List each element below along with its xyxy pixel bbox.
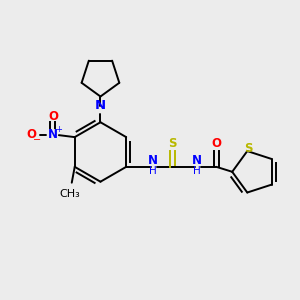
- Text: O: O: [212, 136, 221, 150]
- Text: O: O: [26, 128, 36, 141]
- Text: S: S: [244, 142, 253, 154]
- Text: H: H: [193, 166, 200, 176]
- Text: N: N: [148, 154, 158, 167]
- Text: N: N: [95, 99, 106, 112]
- Text: H: H: [149, 166, 157, 176]
- Text: S: S: [169, 136, 177, 150]
- Text: O: O: [48, 110, 58, 123]
- Text: N: N: [191, 154, 202, 167]
- Text: CH₃: CH₃: [59, 189, 80, 199]
- Text: N: N: [48, 128, 58, 141]
- Text: +: +: [56, 125, 62, 134]
- Text: −: −: [33, 135, 41, 145]
